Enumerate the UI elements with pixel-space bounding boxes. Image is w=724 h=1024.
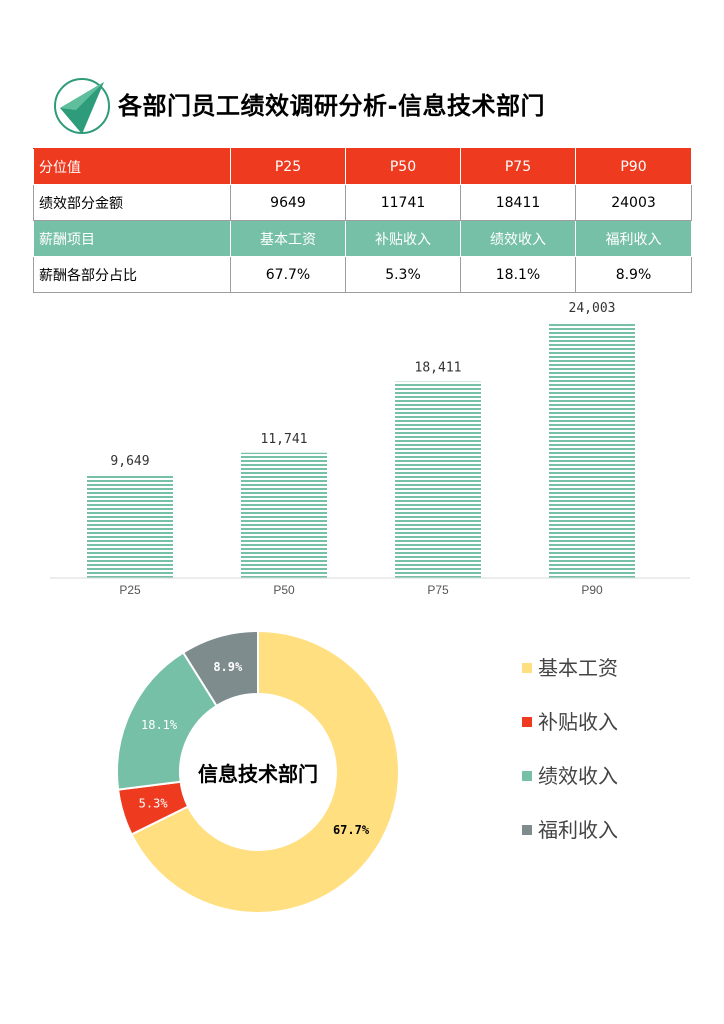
donut-data-label: 8.9%	[213, 660, 243, 674]
x-tick-label: P25	[119, 583, 141, 597]
table-cell: P25	[230, 148, 346, 185]
bar-p75	[395, 381, 481, 578]
table-row: 薪酬各部分占比 67.7% 5.3% 18.1% 8.9%	[33, 256, 692, 293]
table-cell: 分位值	[33, 148, 231, 185]
table-row: 分位值 P25 P50 P75 P90	[33, 148, 692, 185]
legend-swatch	[522, 662, 532, 673]
bar-chart: 9,649 P25 11,741 P50 18,411 P75 24,003 P90	[50, 301, 690, 597]
table-cell: 18.1%	[460, 256, 576, 293]
legend-item: 福利收入	[522, 814, 618, 843]
table-cell: P50	[345, 148, 461, 185]
donut-data-label: 67.7%	[333, 823, 370, 837]
legend-swatch	[522, 770, 532, 781]
legend-label: 补贴收入	[538, 710, 618, 734]
legend-label: 福利收入	[538, 818, 618, 842]
table-cell: 8.9%	[575, 256, 692, 293]
table-cell: 绩效收入	[460, 220, 576, 257]
legend-swatch	[522, 716, 532, 727]
table-cell: 24003	[575, 184, 692, 221]
bar-data-label: 9,649	[110, 454, 149, 469]
table-cell: 基本工资	[230, 220, 346, 257]
x-tick-label: P50	[273, 583, 295, 597]
legend-label: 绩效收入	[538, 764, 618, 788]
bar-data-label: 11,741	[261, 432, 308, 447]
table-cell: 9649	[230, 184, 346, 221]
donut-center-label: 信息技术部门	[198, 762, 318, 786]
bar-p50	[241, 452, 327, 578]
legend-item: 绩效收入	[522, 760, 618, 789]
triangle-compass-logo-icon	[54, 78, 110, 134]
summary-table: 分位值 P25 P50 P75 P90 绩效部分金额 9649 11741 18…	[33, 148, 692, 293]
bar-data-label: 18,411	[415, 361, 462, 376]
header: 各部门员工绩效调研分析-信息技术部门	[52, 72, 692, 136]
x-tick-label: P75	[427, 583, 449, 597]
donut-slice	[181, 629, 259, 708]
table-cell: P90	[575, 148, 692, 185]
legend-item: 补贴收入	[522, 706, 618, 735]
donut-data-label: 5.3%	[139, 797, 169, 811]
donut-slice	[130, 629, 400, 914]
table-cell: 薪酬各部分占比	[33, 256, 231, 293]
table-cell: 67.7%	[230, 256, 346, 293]
table-cell: 5.3%	[345, 256, 461, 293]
table-cell: 薪酬项目	[33, 220, 231, 257]
bar-p90	[549, 322, 635, 578]
donut-data-label: 18.1%	[141, 718, 178, 732]
legend-label: 基本工资	[538, 656, 618, 680]
x-tick-label: P90	[581, 583, 603, 597]
page-title: 各部门员工绩效调研分析-信息技术部门	[118, 92, 545, 120]
table-row: 绩效部分金额 9649 11741 18411 24003	[33, 184, 692, 221]
legend-swatch	[522, 824, 532, 835]
bar-data-label: 24,003	[569, 301, 616, 316]
bar-p25	[87, 475, 173, 578]
legend-item: 基本工资	[522, 652, 618, 681]
table-cell: 绩效部分金额	[33, 184, 231, 221]
